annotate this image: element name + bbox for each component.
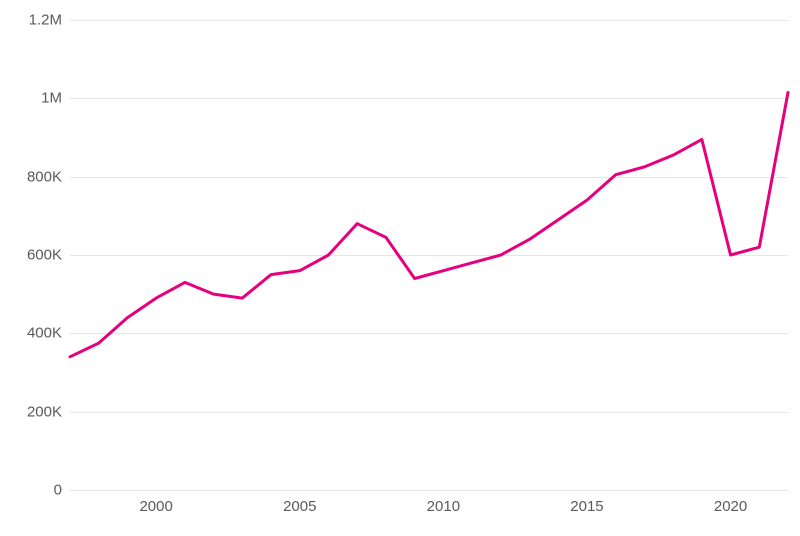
- y-tick-label: 0: [54, 482, 62, 499]
- y-tick-label: 600K: [27, 247, 62, 264]
- y-tick-label: 800K: [27, 168, 62, 185]
- y-tick-label: 400K: [27, 325, 62, 342]
- x-tick-label: 2020: [714, 498, 747, 515]
- y-tick-label: 1M: [41, 90, 62, 107]
- gridline: [70, 490, 788, 491]
- x-tick-label: 2000: [139, 498, 172, 515]
- x-tick-label: 2015: [570, 498, 603, 515]
- plot-area: 0200K400K600K800K1M1.2M 2000200520102015…: [70, 20, 788, 490]
- y-tick-label: 1.2M: [29, 12, 62, 29]
- line-chart: 0 200K 400K 600K 800K 1M 1.2M 2000 2005 2010 2015…: [0, 0, 800, 536]
- series-line: [70, 92, 788, 356]
- x-tick-label: 2005: [283, 498, 316, 515]
- line-layer: [70, 20, 788, 490]
- x-tick-label: 2010: [427, 498, 460, 515]
- y-tick-label: 200K: [27, 403, 62, 420]
